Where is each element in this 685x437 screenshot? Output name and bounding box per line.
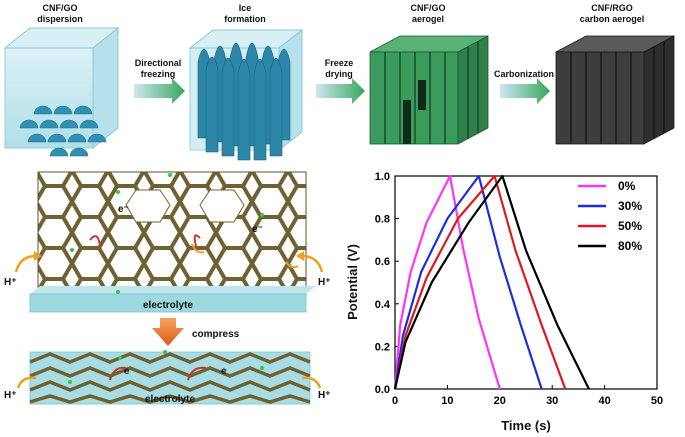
ice-pillars [197,42,291,161]
dispersion-particles [19,105,107,157]
arrow-carbonization: Carbonization [494,69,554,104]
proton-arrow-icon [14,254,37,273]
arrow-3-label-1: Carbonization [494,69,554,79]
proton-label-left-upper: H⁺ [4,277,17,288]
electron-label-lower-left: e [124,366,130,377]
stage-aerogel-title-1: CNF/GO [411,3,446,13]
electron-path-icon [89,235,101,247]
electron-label-upper-left: e⁻ [118,204,129,215]
proton-arrows-upper: H⁺ H⁺ [4,234,331,288]
arrow-1-label-1: Directional [135,58,182,68]
y-axis-label: Potential (V) [345,244,360,320]
aerogel-structure [369,35,489,145]
compress-arrow: compress [152,318,240,346]
x-tick-label: 40 [598,395,610,407]
proton-arrow-icon [301,376,322,389]
stage-dispersion-title-1: CNF/GO [43,3,78,13]
mechanism-panel: e⁻ e⁻ electrolyte H⁺ H⁺ compress [4,171,331,405]
plot-frame [394,175,658,390]
x-tick-label: 50 [651,395,663,407]
arrow-directional-freezing: Directional freezing [134,58,185,104]
electron-path-icon [187,366,207,381]
honeycomb-compressed: e e electrolyte H⁺ H⁺ [4,351,331,405]
electron-label-upper-right: e⁻ [252,224,263,235]
stage-ice-title-2: formation [224,14,266,24]
stage-ice: Ice formation [188,3,304,161]
dispersion-cube [3,26,120,150]
proton-label-right-upper: H⁺ [318,277,331,288]
electron-label-lower-right: e [221,366,227,377]
x-tick-label: 30 [546,395,558,407]
stage-carbon-aerogel: CNF/RGO carbon aerogel [555,3,675,145]
y-tick-label: 0.4 [375,299,391,311]
proton-arrow-icon [301,254,324,273]
axis-ticks: 0 10 20 30 40 50 0.0 0.2 0.4 0.6 0.8 1.0 [375,171,663,407]
y-tick-label: 1.0 [375,171,390,183]
legend-label: 30% [618,199,642,213]
legend: 0% 30% 50% 80% [578,179,642,253]
stage-aerogel-title-2: aerogel [412,14,444,24]
stage-aerogel: CNF/GO aerogel [369,3,489,145]
proton-label-right-lower: H⁺ [318,390,331,401]
stage-ice-title-1: Ice [239,3,252,13]
y-tick-label: 0.0 [375,384,390,396]
x-tick-label: 0 [392,395,398,407]
arrow-2-label-1: Freeze [325,58,354,68]
process-row: CNF/GO dispersion [3,3,675,161]
carbon-structure [555,35,675,145]
y-tick-label: 0.6 [375,256,390,268]
y-tick-label: 0.8 [375,214,390,226]
gcd-chart: 0 10 20 30 40 50 0.0 0.2 0.4 0.6 0.8 1.0 0% 30% 50% 80… [345,171,663,433]
stage-dispersion-title-2: dispersion [37,14,83,24]
stage-carbon-title-1: CNF/RGO [591,3,633,13]
series-line-50pct [393,174,567,390]
series-line-30pct [393,174,543,390]
proton-arrow-icon [16,376,37,389]
arrow-2-label-2: drying [325,69,353,79]
arrow-1-label-2: freezing [141,69,176,79]
y-tick-label: 0.2 [375,341,390,353]
x-tick-label: 20 [494,395,506,407]
compress-label: compress [192,329,240,340]
electrolyte-label-upper: electrolyte [143,300,193,311]
x-axis-label: Time (s) [501,418,551,433]
particle-dots [68,173,264,384]
hex-cell-open [125,189,171,223]
x-tick-label: 10 [441,395,453,407]
series-line-80pct [393,174,590,390]
legend-label: 50% [618,219,642,233]
stage-carbon-title-2: carbon aerogel [580,14,645,24]
stage-dispersion: CNF/GO dispersion [3,3,120,157]
electrolyte-label-lower: electrolyte [145,394,195,405]
series-line-0pct [393,174,501,390]
electron-path-icon [193,234,201,247]
compress-arrow-icon [152,318,184,346]
honeycomb-uncompressed [37,171,307,295]
series-lines [393,174,590,390]
proton-label-left-lower: H⁺ [4,390,17,401]
electrolyte-slab: electrolyte [29,286,316,313]
legend-label: 80% [618,239,642,253]
hex-cell-open [199,189,245,223]
legend-label: 0% [618,179,636,193]
electron-path-icon [109,366,127,381]
arrow-freeze-drying: Freeze drying [316,58,365,104]
